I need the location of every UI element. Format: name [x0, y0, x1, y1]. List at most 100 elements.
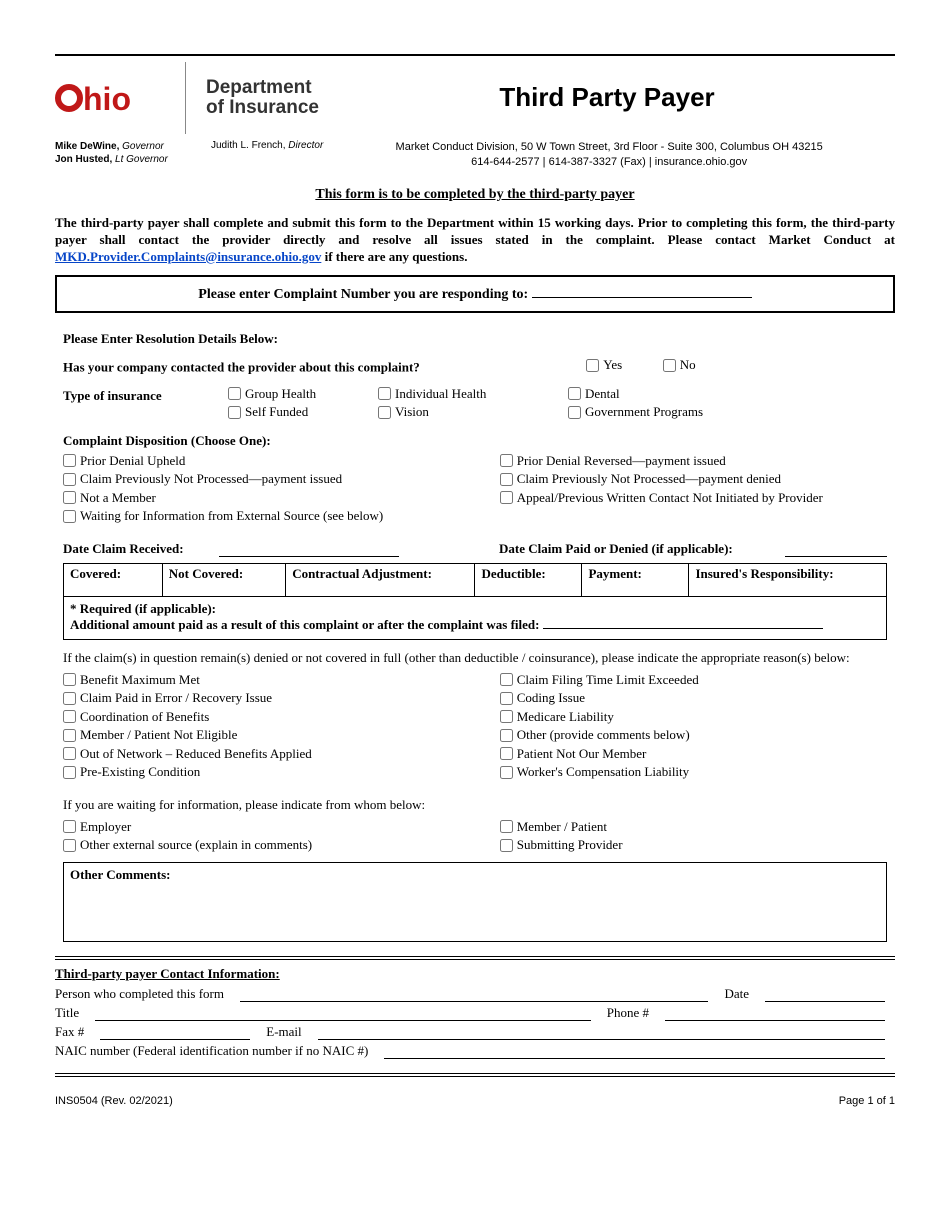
- complaint-prompt: Please enter Complaint Number you are re…: [198, 287, 531, 302]
- reason-workers-comp[interactable]: Worker's Compensation Liability: [500, 764, 689, 780]
- other-comments-box[interactable]: Other Comments:: [63, 862, 887, 942]
- reason-other[interactable]: Other (provide comments below): [500, 727, 690, 743]
- reason-filing-time[interactable]: Claim Filing Time Limit Exceeded: [500, 672, 699, 688]
- phone-field[interactable]: [665, 1007, 885, 1021]
- date-received-label: Date Claim Received:: [63, 541, 213, 557]
- governor-name: Mike DeWine,: [55, 141, 119, 152]
- reason-col-left: Benefit Maximum Met Claim Paid in Error …: [63, 672, 500, 783]
- fax-label: Fax #: [55, 1024, 84, 1040]
- reason-patient-not-member[interactable]: Patient Not Our Member: [500, 746, 647, 762]
- director-name: Judith L. French,: [211, 140, 285, 151]
- intro-email-link[interactable]: MKD.Provider.Complaints@insurance.ohio.g…: [55, 249, 321, 264]
- required-row: * Required (if applicable): Additional a…: [64, 596, 887, 639]
- contacted-yes[interactable]: Yes: [586, 357, 622, 373]
- contact-line: 614-644-2577 | 614-387-3327 (Fax) | insu…: [323, 155, 895, 170]
- reason-intro: If the claim(s) in question remain(s) de…: [63, 650, 887, 666]
- no-label: No: [680, 357, 696, 373]
- intro-text: The third-party payer shall complete and…: [55, 215, 895, 247]
- date-field[interactable]: [765, 988, 885, 1002]
- page-number: Page 1 of 1: [839, 1095, 895, 1107]
- disp-prior-denial-upheld[interactable]: Prior Denial Upheld: [63, 453, 185, 469]
- ins-individual-health[interactable]: Individual Health: [378, 386, 486, 402]
- date-label: Date: [724, 986, 749, 1002]
- reason-medicare[interactable]: Medicare Liability: [500, 709, 614, 725]
- title-label: Title: [55, 1005, 79, 1021]
- ins-vision[interactable]: Vision: [378, 404, 429, 420]
- waiting-other-source[interactable]: Other external source (explain in commen…: [63, 837, 312, 853]
- additional-amount-field[interactable]: [543, 628, 823, 629]
- reason-pre-existing[interactable]: Pre-Existing Condition: [63, 764, 200, 780]
- reason-paid-in-error[interactable]: Claim Paid in Error / Recovery Issue: [63, 690, 272, 706]
- ins-col3: Dental Government Programs: [568, 386, 758, 423]
- ins-col2: Individual Health Vision: [378, 386, 568, 423]
- yes-label: Yes: [603, 357, 622, 373]
- reason-coordination[interactable]: Coordination of Benefits: [63, 709, 209, 725]
- title-field[interactable]: [95, 1007, 591, 1021]
- intro-email: MKD.Provider.Complaints@insurance.ohio.g…: [55, 249, 321, 264]
- disp-col-right: Prior Denial Reversed—payment issued Cla…: [500, 453, 887, 527]
- deductible-header: Deductible:: [475, 563, 582, 596]
- contact-heading: Third-party payer Contact Information:: [55, 966, 895, 982]
- date-paid-field[interactable]: [785, 541, 887, 557]
- intro-tail: if there are any questions.: [321, 249, 467, 264]
- address-block: Market Conduct Division, 50 W Town Stree…: [323, 140, 895, 171]
- contact-row-title: Title Phone #: [55, 1005, 895, 1021]
- reason-options: Benefit Maximum Met Claim Paid in Error …: [63, 672, 887, 783]
- waiting-member[interactable]: Member / Patient: [500, 819, 607, 835]
- complaint-number-row: Please enter Complaint Number you are re…: [57, 277, 893, 311]
- ltgov-name: Jon Husted,: [55, 154, 112, 165]
- complaint-number-box: Please enter Complaint Number you are re…: [55, 275, 895, 313]
- no-checkbox[interactable]: [663, 359, 676, 372]
- required-cell: * Required (if applicable): Additional a…: [64, 596, 887, 639]
- reason-coding[interactable]: Coding Issue: [500, 690, 585, 706]
- payment-header: Payment:: [582, 563, 689, 596]
- required-line1: * Required (if applicable):: [70, 601, 880, 617]
- disp-appeal-not-initiated[interactable]: Appeal/Previous Written Contact Not Init…: [500, 490, 823, 506]
- disp-claim-prev-denied[interactable]: Claim Previously Not Processed—payment d…: [500, 471, 781, 487]
- covered-header: Covered:: [64, 563, 163, 596]
- disp-claim-prev-issued[interactable]: Claim Previously Not Processed—payment i…: [63, 471, 342, 487]
- not-covered-header: Not Covered:: [162, 563, 285, 596]
- payment-header-row: Covered: Not Covered: Contractual Adjust…: [64, 563, 887, 596]
- waiting-submitting-provider[interactable]: Submitting Provider: [500, 837, 623, 853]
- officials-row: Mike DeWine, Governor Jon Husted, Lt Gov…: [55, 140, 895, 171]
- naic-label: NAIC number (Federal identification numb…: [55, 1043, 368, 1059]
- yes-checkbox[interactable]: [586, 359, 599, 372]
- other-comments-label: Other Comments:: [70, 867, 880, 883]
- dept-line2: of Insurance: [206, 98, 319, 118]
- governor-role: Governor: [122, 141, 164, 152]
- naic-field[interactable]: [384, 1045, 885, 1059]
- insurance-type-row: Type of insurance Group Health Self Fund…: [63, 386, 887, 423]
- disp-col-left: Prior Denial Upheld Claim Previously Not…: [63, 453, 500, 527]
- intro-paragraph: The third-party payer shall complete and…: [55, 215, 895, 266]
- person-field[interactable]: [240, 988, 708, 1002]
- disp-prior-denial-reversed[interactable]: Prior Denial Reversed—payment issued: [500, 453, 726, 469]
- disposition-options: Prior Denial Upheld Claim Previously Not…: [63, 453, 887, 527]
- resolution-heading: Please Enter Resolution Details Below:: [63, 331, 887, 347]
- ins-group-health[interactable]: Group Health: [228, 386, 316, 402]
- email-field[interactable]: [318, 1026, 885, 1040]
- header-left: hio Department of Insurance: [55, 62, 319, 134]
- reason-benefit-max[interactable]: Benefit Maximum Met: [63, 672, 200, 688]
- waiting-col-left: Employer Other external source (explain …: [63, 819, 500, 856]
- fax-field[interactable]: [100, 1026, 250, 1040]
- department-label: Department of Insurance: [186, 62, 319, 118]
- waiting-employer[interactable]: Employer: [63, 819, 131, 835]
- required-line2: Additional amount paid as a result of th…: [70, 617, 543, 632]
- reason-out-of-network[interactable]: Out of Network – Reduced Benefits Applie…: [63, 746, 312, 762]
- ins-self-funded[interactable]: Self Funded: [228, 404, 308, 420]
- date-received-field[interactable]: [219, 541, 399, 557]
- contacted-no[interactable]: No: [663, 357, 696, 373]
- disp-waiting-info[interactable]: Waiting for Information from External So…: [63, 508, 383, 524]
- resolution-section: Please Enter Resolution Details Below: H…: [55, 325, 895, 950]
- director-block: Judith L. French, Director: [187, 140, 323, 171]
- adjustment-header: Contractual Adjustment:: [286, 563, 475, 596]
- complaint-number-field[interactable]: [532, 285, 752, 298]
- ins-government[interactable]: Government Programs: [568, 404, 703, 420]
- person-label: Person who completed this form: [55, 986, 224, 1002]
- disposition-label: Complaint Disposition (Choose One):: [63, 433, 887, 449]
- reason-not-eligible[interactable]: Member / Patient Not Eligible: [63, 727, 237, 743]
- disp-not-a-member[interactable]: Not a Member: [63, 490, 156, 506]
- ins-dental[interactable]: Dental: [568, 386, 620, 402]
- divider-double-1: [55, 956, 895, 960]
